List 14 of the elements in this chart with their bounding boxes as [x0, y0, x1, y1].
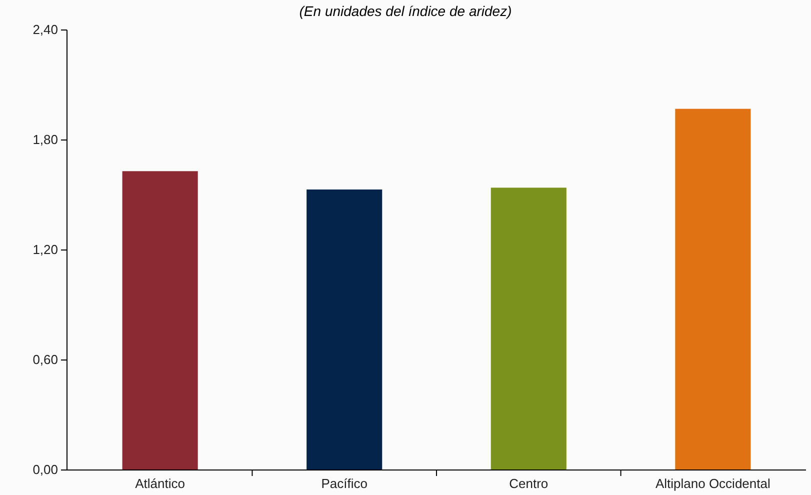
x-tick-label: Altiplano Occidental [655, 476, 770, 491]
y-tick-label: 1,20 [32, 242, 58, 258]
y-tick-label: 0,60 [32, 352, 58, 368]
bar [675, 108, 751, 470]
x-tick-label: Centro [509, 476, 548, 491]
y-tick-label: 1,80 [32, 132, 58, 148]
bar [122, 171, 198, 470]
chart-subtitle: (En unidades del índice de aridez) [299, 3, 512, 19]
x-tick-label: Pacífico [321, 476, 368, 491]
x-tick-label: Atlántico [135, 476, 186, 491]
y-tick-label: 0,00 [32, 462, 58, 478]
bar [490, 188, 566, 470]
bar [306, 190, 382, 470]
y-tick-label: 2,40 [32, 22, 58, 38]
